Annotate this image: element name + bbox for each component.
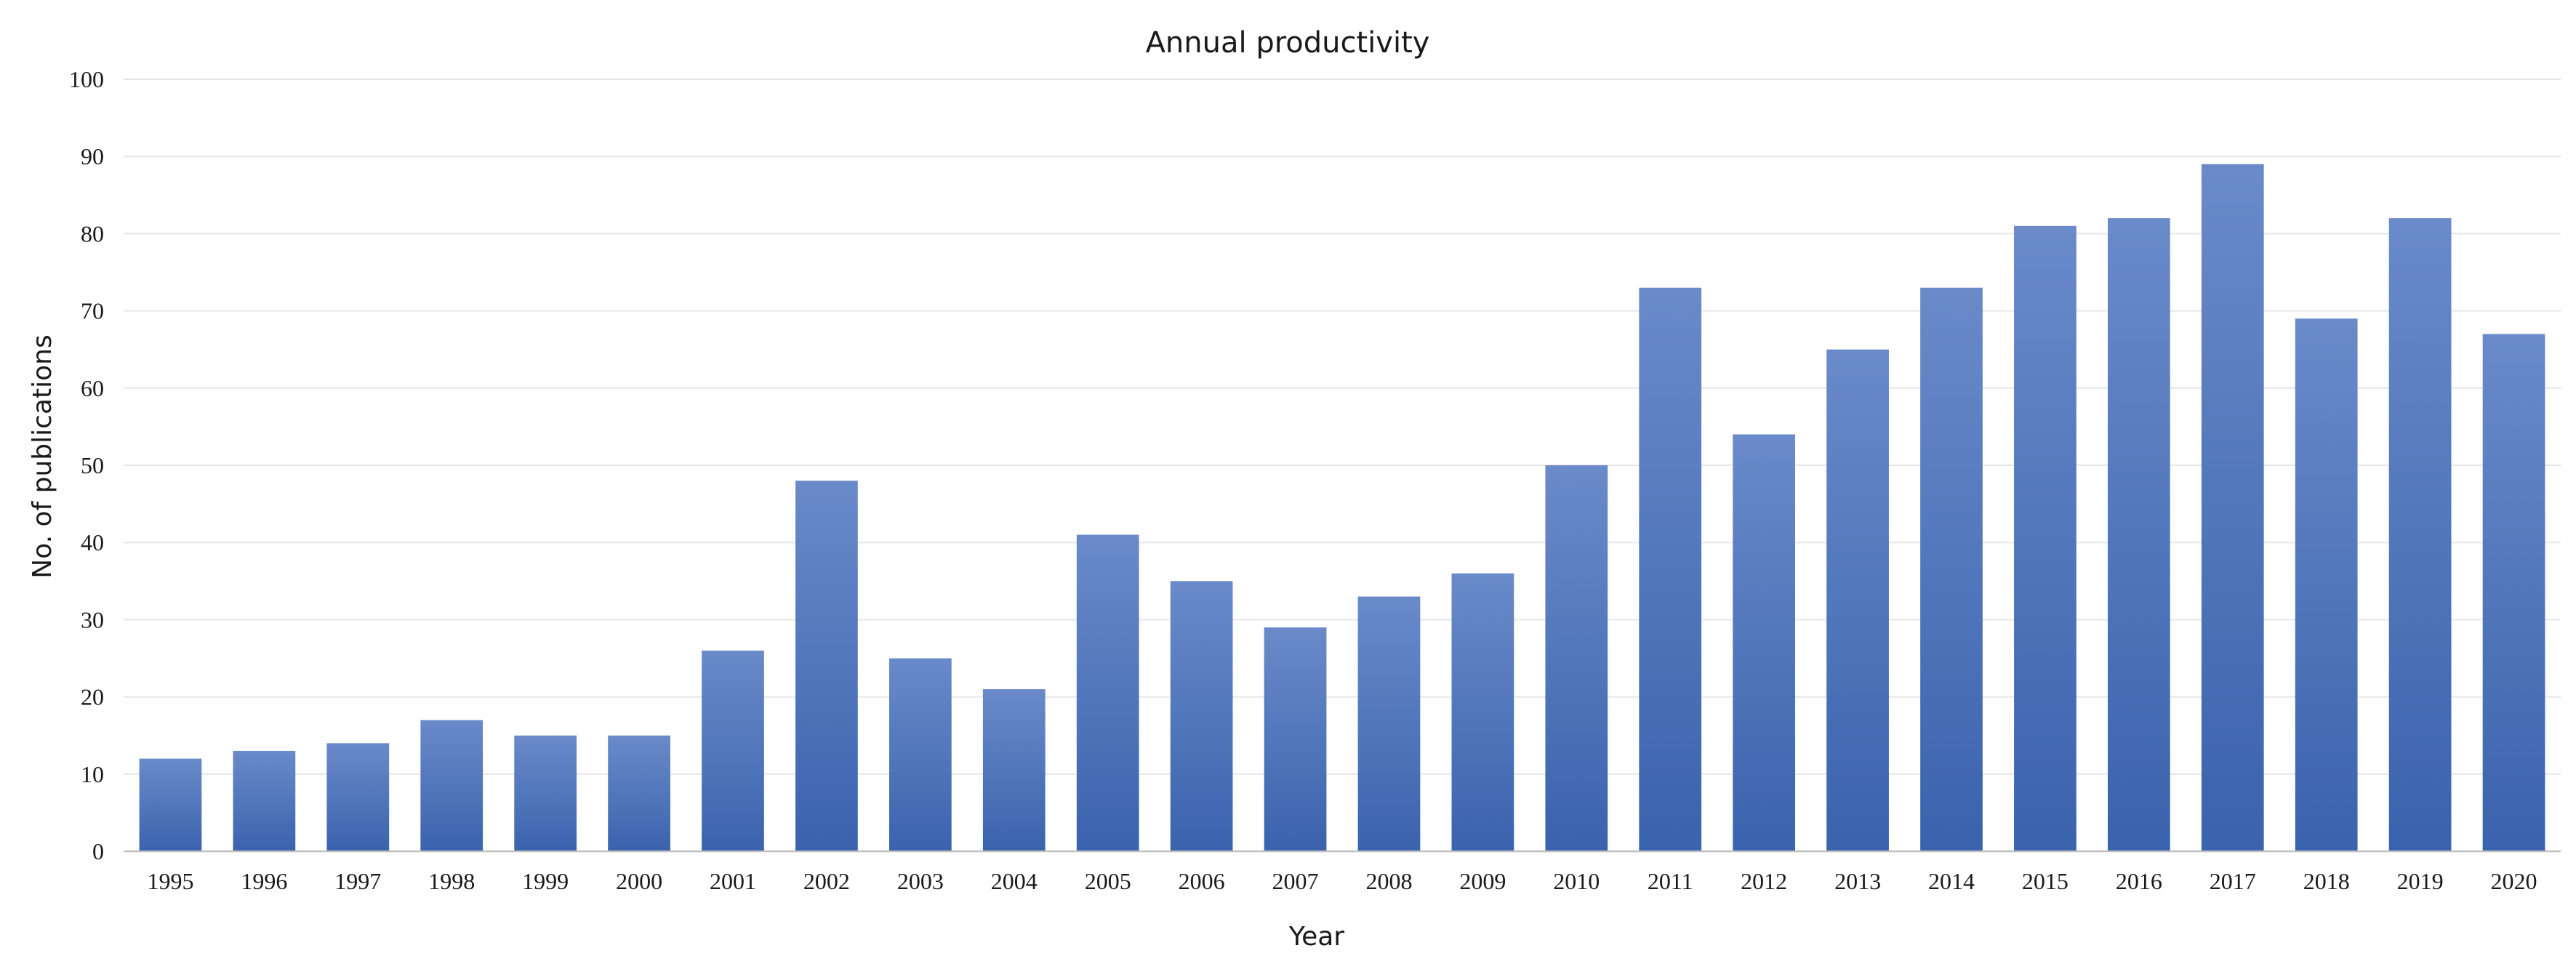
y-tick-label: 100 <box>69 66 104 92</box>
x-tick-label: 2010 <box>1553 868 1600 894</box>
x-tick-label: 1999 <box>522 868 569 894</box>
y-tick-label: 30 <box>81 606 104 632</box>
x-tick-label: 2019 <box>2397 868 2444 894</box>
x-tick-label: 1995 <box>147 868 193 894</box>
bar-2005 <box>1076 534 1139 851</box>
bar-2016 <box>2107 218 2170 851</box>
x-tick-label: 2004 <box>991 868 1038 894</box>
bar-2015 <box>2014 225 2077 851</box>
x-tick-label: 2007 <box>1272 868 1319 894</box>
bar-2007 <box>1264 627 1327 851</box>
x-tick-label: 2015 <box>2022 868 2069 894</box>
bar-2020 <box>2482 334 2545 852</box>
bar-1999 <box>514 735 577 851</box>
y-axis-ticks: 0 10 20 30 40 50 60 70 80 90 100 <box>69 66 104 864</box>
y-tick-label: 10 <box>81 761 104 787</box>
x-tick-label: 1998 <box>428 868 475 894</box>
y-tick-label: 20 <box>81 684 104 710</box>
x-tick-label: 2005 <box>1085 868 1131 894</box>
bars <box>139 164 2545 852</box>
y-tick-label: 40 <box>81 529 104 555</box>
chart-title: Annual productivity <box>1146 26 1430 60</box>
x-tick-label: 1997 <box>334 868 381 894</box>
x-tick-label: 2016 <box>2116 868 2162 894</box>
x-tick-label: 2009 <box>1459 868 1506 894</box>
x-tick-label: 2020 <box>2491 868 2537 894</box>
bar-2001 <box>702 650 764 851</box>
x-tick-label: 2014 <box>1928 868 1975 894</box>
bar-2009 <box>1451 573 1514 851</box>
x-axis-ticks: 1995 1996 1997 1998 1999 2000 2001 2002 2003 2004… <box>147 868 2537 894</box>
bar-1995 <box>139 758 202 851</box>
bar-2010 <box>1545 465 1608 851</box>
y-tick-label: 90 <box>81 143 104 169</box>
bar-2018 <box>2295 318 2358 852</box>
bar-2014 <box>1920 287 1983 851</box>
x-tick-label: 1996 <box>241 868 287 894</box>
bar-2019 <box>2388 218 2452 851</box>
y-tick-label: 60 <box>81 375 104 401</box>
x-tick-label: 2002 <box>803 868 850 894</box>
y-tick-label: 50 <box>81 452 104 478</box>
bar-2003 <box>888 658 952 851</box>
x-tick-label: 2003 <box>897 868 944 894</box>
bar-1998 <box>420 720 483 851</box>
y-tick-label: 0 <box>92 838 104 864</box>
bar-2000 <box>608 735 670 851</box>
x-tick-label: 2000 <box>616 868 662 894</box>
bar-1996 <box>233 750 296 851</box>
x-tick-label: 2011 <box>1648 868 1693 894</box>
x-tick-label: 2006 <box>1179 868 1225 894</box>
gridlines <box>124 79 2561 775</box>
bar-2006 <box>1170 581 1233 851</box>
bar-2017 <box>2201 164 2264 851</box>
x-tick-label: 2012 <box>1741 868 1787 894</box>
y-tick-label: 80 <box>81 220 104 246</box>
y-axis-title: No. of publications <box>28 334 57 578</box>
x-tick-label: 2008 <box>1365 868 1412 894</box>
x-tick-label: 2001 <box>710 868 756 894</box>
bar-2011 <box>1639 287 1702 851</box>
bar-2013 <box>1826 349 1889 851</box>
x-tick-label: 2017 <box>2210 868 2256 894</box>
x-axis-title: Year <box>1288 922 1344 952</box>
y-tick-label: 70 <box>81 298 104 324</box>
bar-2002 <box>795 481 858 851</box>
bar-1997 <box>326 743 390 851</box>
bar-2012 <box>1733 434 1796 851</box>
bar-2008 <box>1357 596 1421 851</box>
x-tick-label: 2013 <box>1834 868 1881 894</box>
bar-2004 <box>982 688 1046 851</box>
x-tick-label: 2018 <box>2303 868 2350 894</box>
